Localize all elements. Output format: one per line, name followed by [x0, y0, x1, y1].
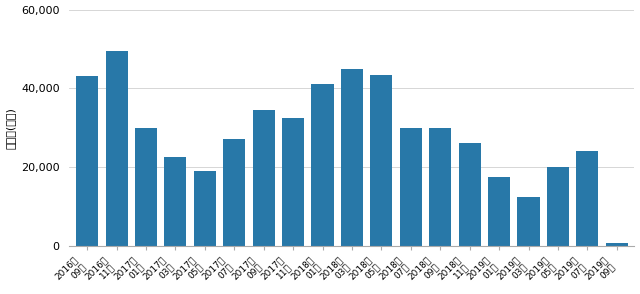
Bar: [577, 151, 598, 246]
Bar: [605, 243, 628, 246]
Bar: [400, 128, 422, 246]
Bar: [282, 118, 304, 246]
Bar: [429, 128, 451, 246]
Bar: [341, 69, 363, 246]
Bar: [223, 139, 245, 246]
Bar: [518, 196, 540, 246]
Bar: [135, 128, 157, 246]
Bar: [312, 84, 333, 246]
Bar: [194, 171, 216, 246]
Bar: [459, 143, 481, 246]
Bar: [164, 157, 186, 246]
Y-axis label: 거래량(건수): 거래량(건수): [6, 107, 15, 148]
Bar: [547, 167, 569, 246]
Bar: [371, 74, 392, 246]
Bar: [253, 110, 275, 246]
Bar: [488, 177, 510, 246]
Bar: [106, 51, 127, 246]
Bar: [76, 76, 98, 246]
